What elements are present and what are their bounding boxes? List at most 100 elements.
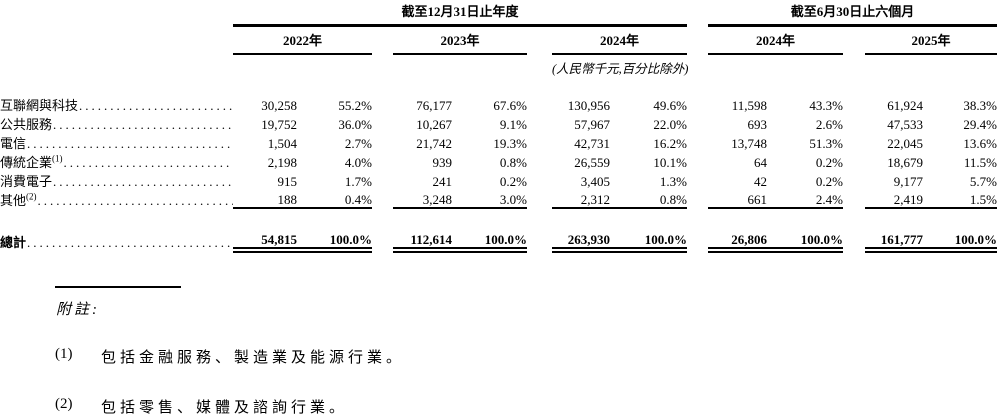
cell: 57,967 xyxy=(574,117,610,132)
cell: 10.1% xyxy=(653,155,688,170)
cell: 3,248 xyxy=(393,189,452,209)
dot-leader: ........................................… xyxy=(63,155,233,170)
cell: 36.0% xyxy=(338,117,372,132)
dot-leader: ........................................… xyxy=(79,98,233,113)
year-header-2025-interim: 2025年 xyxy=(865,25,998,55)
table-row-traditional-enterprises: 傳統企業(1).................................… xyxy=(0,151,997,170)
footnote-text: 包括零售、媒體及諮詢行業。 xyxy=(101,400,349,416)
cell: 10,267 xyxy=(416,117,452,132)
dot-leader: ........................................… xyxy=(27,235,233,250)
dot-leader: ........................................… xyxy=(53,117,233,132)
cell: 1.3% xyxy=(659,174,688,189)
footnote-divider xyxy=(55,286,181,288)
unit-note: (人民幣千元,百分比除外) xyxy=(552,62,689,76)
cell: 13,748 xyxy=(731,136,768,151)
total-label: 總計......................................… xyxy=(0,235,233,250)
cell: 55.2% xyxy=(338,98,372,113)
cell: 188 xyxy=(233,189,297,209)
year-header-2024: 2024年 xyxy=(552,25,688,55)
cell: 16.2% xyxy=(653,136,688,151)
cell: 2.4% xyxy=(767,189,844,209)
total-cell: 26,806 xyxy=(708,226,768,253)
footnote-1: (1) 包括金融服務、製造業及能源行業。 xyxy=(55,346,1000,367)
footnote-2: (2) 包括零售、媒體及諮詢行業。 xyxy=(55,396,1000,417)
cell: 49.6% xyxy=(653,98,688,113)
unit-note-row: (人民幣千元,百分比除外) xyxy=(0,54,997,80)
total-cell: 100.0% xyxy=(767,226,844,253)
cell: 2,198 xyxy=(267,155,297,170)
year-header-2024-interim: 2024年 xyxy=(708,25,844,55)
cell: 2,312 xyxy=(552,189,610,209)
total-cell: 161,777 xyxy=(865,226,924,253)
cell: 2,419 xyxy=(865,189,924,209)
group-header-row: 截至12月31日止年度 截至6月30日止六個月 xyxy=(0,0,998,27)
cell: 19,752 xyxy=(261,117,297,132)
total-cell: 263,930 xyxy=(552,226,610,253)
cell: 22,045 xyxy=(887,136,924,151)
footnote-text: 包括金融服務、製造業及能源行業。 xyxy=(101,350,406,366)
total-cell: 54,815 xyxy=(233,226,297,253)
cell: 693 xyxy=(747,117,768,132)
cell: 3,405 xyxy=(580,174,610,189)
total-cell: 100.0% xyxy=(923,226,998,253)
dot-leader: ........................................… xyxy=(27,136,233,151)
cell: 0.2% xyxy=(815,155,844,170)
cell: 51.3% xyxy=(809,136,844,151)
cell: 1.7% xyxy=(344,174,372,189)
cell: 11,598 xyxy=(731,98,768,113)
row-label: 消費電子....................................… xyxy=(0,174,233,189)
cell: 9.1% xyxy=(499,117,527,132)
cell: 38.3% xyxy=(963,98,998,113)
cell: 19.3% xyxy=(493,136,527,151)
cell: 13.6% xyxy=(963,136,998,151)
cell: 1,504 xyxy=(267,136,297,151)
row-label: 傳統企業(1).................................… xyxy=(0,155,233,170)
cell: 5.7% xyxy=(969,174,998,189)
footnote-number: (1) xyxy=(55,346,73,362)
cell: 1.5% xyxy=(923,189,998,209)
cell: 0.8% xyxy=(499,155,527,170)
cell: 4.0% xyxy=(344,155,372,170)
cell: 241 xyxy=(432,174,453,189)
cell: 0.2% xyxy=(815,174,844,189)
cell: 18,679 xyxy=(887,155,924,170)
cell: 9,177 xyxy=(893,174,924,189)
cell: 0.8% xyxy=(610,189,688,209)
table-row-total: 總計......................................… xyxy=(0,226,998,253)
table-row-internet-tech: 互聯網與科技..................................… xyxy=(0,94,997,113)
cell: 47,533 xyxy=(887,117,924,132)
cell: 29.4% xyxy=(963,117,998,132)
year-header-2023: 2023年 xyxy=(393,25,527,55)
cell: 0.2% xyxy=(499,174,527,189)
cell: 3.0% xyxy=(452,189,527,209)
table-row-others: 其他(2)...................................… xyxy=(0,189,998,209)
cell: 661 xyxy=(708,189,768,209)
footnote-title: 附註: xyxy=(56,302,100,318)
cell: 67.6% xyxy=(493,98,527,113)
cell: 42,731 xyxy=(574,136,610,151)
footnote-number: (2) xyxy=(55,396,73,412)
total-cell: 100.0% xyxy=(610,226,688,253)
cell: 43.3% xyxy=(809,98,844,113)
cell: 42 xyxy=(754,174,768,189)
dot-leader: ........................................… xyxy=(53,174,233,189)
year-header-2022: 2022年 xyxy=(233,25,372,55)
cell: 130,956 xyxy=(567,98,610,113)
revenue-breakdown-table: 截至12月31日止年度 截至6月30日止六個月 2022年 2023年 2024… xyxy=(0,0,998,253)
cell: 939 xyxy=(432,155,453,170)
cell: 915 xyxy=(277,174,298,189)
row-label: 電信......................................… xyxy=(0,136,233,151)
total-cell: 100.0% xyxy=(297,226,372,253)
cell: 76,177 xyxy=(416,98,452,113)
cell: 61,924 xyxy=(887,98,924,113)
cell: 21,742 xyxy=(416,136,452,151)
cell: 30,258 xyxy=(261,98,297,113)
table-row-consumer-electronics: 消費電子....................................… xyxy=(0,170,997,189)
year-header-row: 2022年 2023年 2024年 2024年 2025年 xyxy=(0,25,998,55)
cell: 2.6% xyxy=(815,117,844,132)
row-label: 其他(2)...................................… xyxy=(0,193,233,208)
group-header-interim: 截至6月30日止六個月 xyxy=(708,0,998,27)
table-row-telecom: 電信......................................… xyxy=(0,132,997,151)
total-cell: 100.0% xyxy=(452,226,527,253)
cell: 26,559 xyxy=(574,155,610,170)
